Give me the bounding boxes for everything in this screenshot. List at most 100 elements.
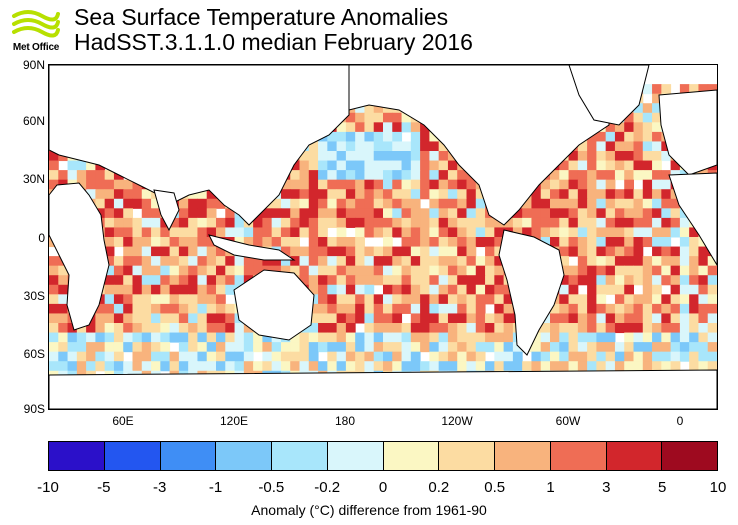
anomaly-cell [253,256,263,267]
anomaly-cell [308,284,319,295]
anomaly-cell [373,256,384,267]
anomaly-cell [113,227,124,238]
anomaly-cell [299,198,310,209]
lat-label-60n: 60N [22,114,45,128]
anomaly-cell [327,217,338,228]
anomaly-cell [642,361,653,372]
anomaly-cell [410,179,421,190]
anomaly-cell [642,179,653,190]
anomaly-cell [614,131,625,142]
anomaly-cell [503,284,514,295]
anomaly-cell [392,303,403,314]
anomaly-cell [169,265,180,276]
anomaly-cell [336,227,347,238]
anomaly-cell [624,342,634,353]
anomaly-cell [698,256,709,267]
anomaly-cell [383,313,393,324]
anomaly-cell [410,246,421,257]
anomaly-cell [290,217,300,228]
anomaly-cell [577,256,588,267]
anomaly-cell [420,303,430,314]
anomaly-cell [550,198,560,209]
anomaly-cell [420,160,430,171]
anomaly-cell [494,332,505,343]
anomaly-cell [438,170,449,181]
anomaly-cell [410,351,421,362]
anomaly-cell [364,141,375,152]
anomaly-cell [299,227,310,238]
anomaly-cell [466,275,477,286]
anomaly-cell [587,246,597,257]
anomaly-cell [652,323,662,334]
anomaly-cell [577,227,588,238]
anomaly-cell [253,217,263,228]
anomaly-cell [679,342,690,353]
anomaly-cell [707,303,717,314]
anomaly-cell [113,217,124,228]
anomaly-cell [568,189,579,200]
anomaly-cell [596,351,607,362]
anomaly-cell [160,284,171,295]
anomaly-cell [178,361,189,372]
anomaly-cell [206,342,217,353]
anomaly-cell [355,131,365,142]
anomaly-cell [438,294,449,305]
anomaly-cell [76,323,87,334]
anomaly-cell [373,151,384,162]
anomaly-cell [132,237,143,248]
anomaly-cell [132,294,143,305]
anomaly-cell [49,265,59,276]
anomaly-cell [652,303,662,314]
anomaly-cell [587,332,597,343]
anomaly-cell [550,342,560,353]
anomaly-cell [178,294,189,305]
anomaly-cell [457,294,467,305]
anomaly-cell [420,227,430,238]
anomaly-cell [49,313,59,324]
anomaly-cell [401,332,412,343]
anomaly-cell [577,189,588,200]
anomaly-cell [336,198,347,209]
anomaly-cell [160,303,171,314]
anomaly-cell [698,275,709,286]
anomaly-cell [392,170,403,181]
anomaly-cell [438,189,449,200]
anomaly-cell [652,332,662,343]
anomaly-cell [438,361,449,372]
anomaly-cell [113,179,124,190]
anomaly-cell [299,189,310,200]
anomaly-cell [503,323,514,334]
anomaly-cell [355,170,365,181]
anomaly-cell [633,151,644,162]
anomaly-cell [318,342,328,353]
anomaly-cell [262,342,273,353]
anomaly-cell [151,342,161,353]
anomaly-cell [373,179,384,190]
anomaly-cell [512,351,523,362]
anomaly-cell [679,237,690,248]
anomaly-cell [392,217,403,228]
anomaly-cell [197,294,208,305]
anomaly-cell [670,275,681,286]
anomaly-cell [559,294,570,305]
anomaly-cell [447,342,458,353]
anomaly-cell [503,342,514,353]
anomaly-cell [355,237,365,248]
anomaly-cell [652,122,662,133]
anomaly-cell [234,323,245,334]
anomaly-cell [345,323,356,334]
anomaly-cell [438,151,449,162]
anomaly-cell [373,265,384,276]
anomaly-cell [707,323,717,334]
anomaly-cell [113,342,124,353]
anomaly-cell [355,198,365,209]
anomaly-cell [661,342,672,353]
anomaly-cell [447,303,458,314]
anomaly-cell [345,237,356,248]
anomaly-cell [178,342,189,353]
anomaly-cell [123,294,133,305]
anomaly-cell [373,294,384,305]
anomaly-cell [642,303,653,314]
anomaly-cell [113,351,124,362]
anomaly-cell [596,265,607,276]
